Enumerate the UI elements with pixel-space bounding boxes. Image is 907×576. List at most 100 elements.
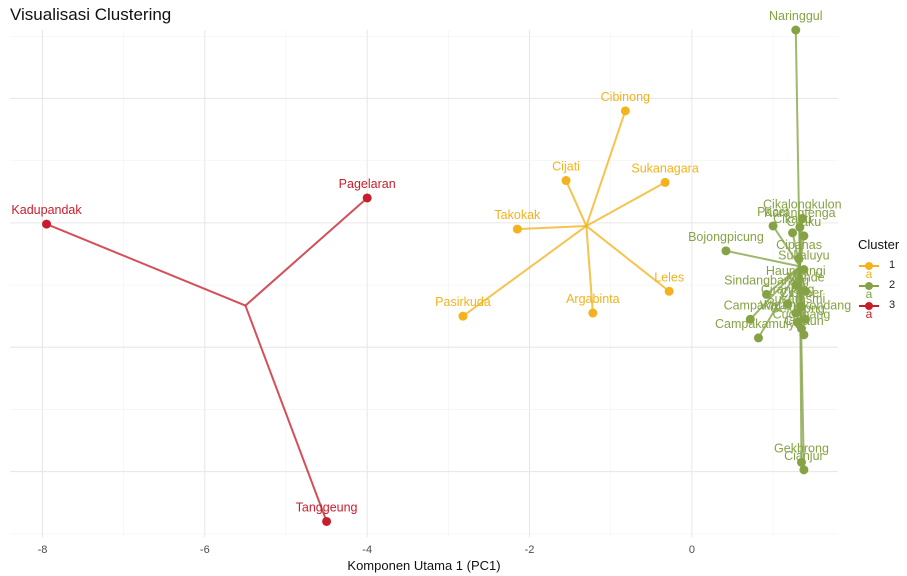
point-label: Gekbrong xyxy=(774,441,829,455)
point-label: Leles xyxy=(654,270,684,284)
data-point xyxy=(796,457,806,467)
connector-line xyxy=(585,110,627,227)
connector-line xyxy=(565,180,588,227)
point-label: Sukanagara xyxy=(631,161,698,175)
point-label: Campaka xyxy=(724,298,778,312)
data-point xyxy=(791,308,801,318)
point-label: Warungkondang xyxy=(760,298,851,312)
legend-label: 3 xyxy=(889,299,896,311)
connector-line xyxy=(757,265,801,339)
connector-line xyxy=(517,224,587,231)
connector-line xyxy=(46,223,246,307)
data-point xyxy=(362,193,372,203)
legend-key-glyph: a xyxy=(866,307,873,321)
point-label: Pacet xyxy=(757,205,789,219)
data-point xyxy=(791,25,801,35)
legend-key-glyph: a xyxy=(866,267,873,281)
data-point xyxy=(799,465,809,475)
point-label: Gekbrong xyxy=(770,301,825,315)
point-label: Cugenang xyxy=(773,308,831,322)
data-point xyxy=(794,254,804,264)
data-point xyxy=(458,311,468,321)
x-tick-label: 0 xyxy=(689,544,695,556)
point-label: Cilaku xyxy=(787,215,822,229)
point-label: Kadupandak xyxy=(11,203,82,217)
point-label: Haurwangi xyxy=(766,264,826,278)
connector-line xyxy=(585,225,594,314)
point-label: Naringgul xyxy=(769,9,823,23)
point-label: Cikalongkulon xyxy=(763,197,842,211)
connector-line xyxy=(585,181,666,227)
x-tick-label: -2 xyxy=(525,544,535,556)
x-tick-label: -6 xyxy=(200,544,210,556)
connector-line xyxy=(725,249,801,268)
connector-line xyxy=(462,225,587,317)
point-label: Mande xyxy=(786,270,824,284)
point-label: Argabinta xyxy=(566,292,620,306)
connector-line xyxy=(244,197,368,307)
data-point xyxy=(796,302,806,312)
legend-key-glyph: a xyxy=(866,287,873,301)
chart-title: Visualisasi Clustering xyxy=(10,5,172,24)
data-point xyxy=(588,308,598,318)
data-point xyxy=(791,280,801,290)
legend-title: Cluster xyxy=(858,237,900,252)
legend-key: a xyxy=(859,282,879,301)
connector-line xyxy=(585,225,670,293)
point-labels: Cibinong Sukanagara Cijati Takokak Leles Arga… xyxy=(11,9,851,514)
connector-line xyxy=(244,305,328,522)
point-label: Cikadu xyxy=(773,212,812,226)
data-point xyxy=(788,228,798,238)
data-point xyxy=(783,299,793,309)
point-label: Cianjur xyxy=(784,449,824,463)
data-point xyxy=(762,289,772,299)
point-label: Cidaun xyxy=(784,314,824,328)
point-label: Cibinong xyxy=(601,90,650,104)
data-point xyxy=(561,176,571,186)
point-label: Sukaluyu xyxy=(778,249,829,263)
data-points xyxy=(42,25,811,526)
data-point xyxy=(801,314,811,324)
point-label: Cipanas xyxy=(776,238,822,252)
grid-lines xyxy=(10,30,838,537)
data-point xyxy=(322,516,332,526)
data-point xyxy=(797,213,807,223)
legend-key: a xyxy=(859,302,879,321)
point-label: Sukaresmi xyxy=(766,292,825,306)
point-label: Sindangbarang xyxy=(724,273,809,287)
connector-line xyxy=(749,265,801,320)
data-point xyxy=(660,177,670,187)
data-point xyxy=(721,246,731,256)
point-label: Cibeber xyxy=(780,286,824,300)
point-label: Pagelaran xyxy=(339,177,396,191)
point-label: Bojongpicung xyxy=(688,230,764,244)
point-label: Karangtenga xyxy=(764,206,836,220)
data-point xyxy=(753,333,763,343)
data-point xyxy=(664,286,674,296)
legend-key: a xyxy=(859,262,879,281)
point-label: Takokak xyxy=(494,208,541,222)
x-tick-label: -8 xyxy=(38,544,48,556)
data-point xyxy=(801,286,811,296)
data-point xyxy=(799,265,809,275)
connector-line xyxy=(798,266,805,470)
legend-label: 2 xyxy=(889,279,896,291)
legend-label: 1 xyxy=(889,259,896,271)
data-point xyxy=(512,224,522,234)
point-label: Pasirkuda xyxy=(435,295,491,309)
data-point xyxy=(799,330,809,340)
point-label: Tanggeung xyxy=(296,500,358,514)
x-tick-label: -4 xyxy=(362,544,372,556)
point-label: Cijati xyxy=(552,160,580,174)
data-point xyxy=(42,219,52,229)
data-point xyxy=(768,221,778,231)
point-label: Ciranjang xyxy=(761,283,815,297)
x-axis-label: Komponen Utama 1 (PC1) xyxy=(347,558,500,573)
data-point xyxy=(620,106,630,116)
